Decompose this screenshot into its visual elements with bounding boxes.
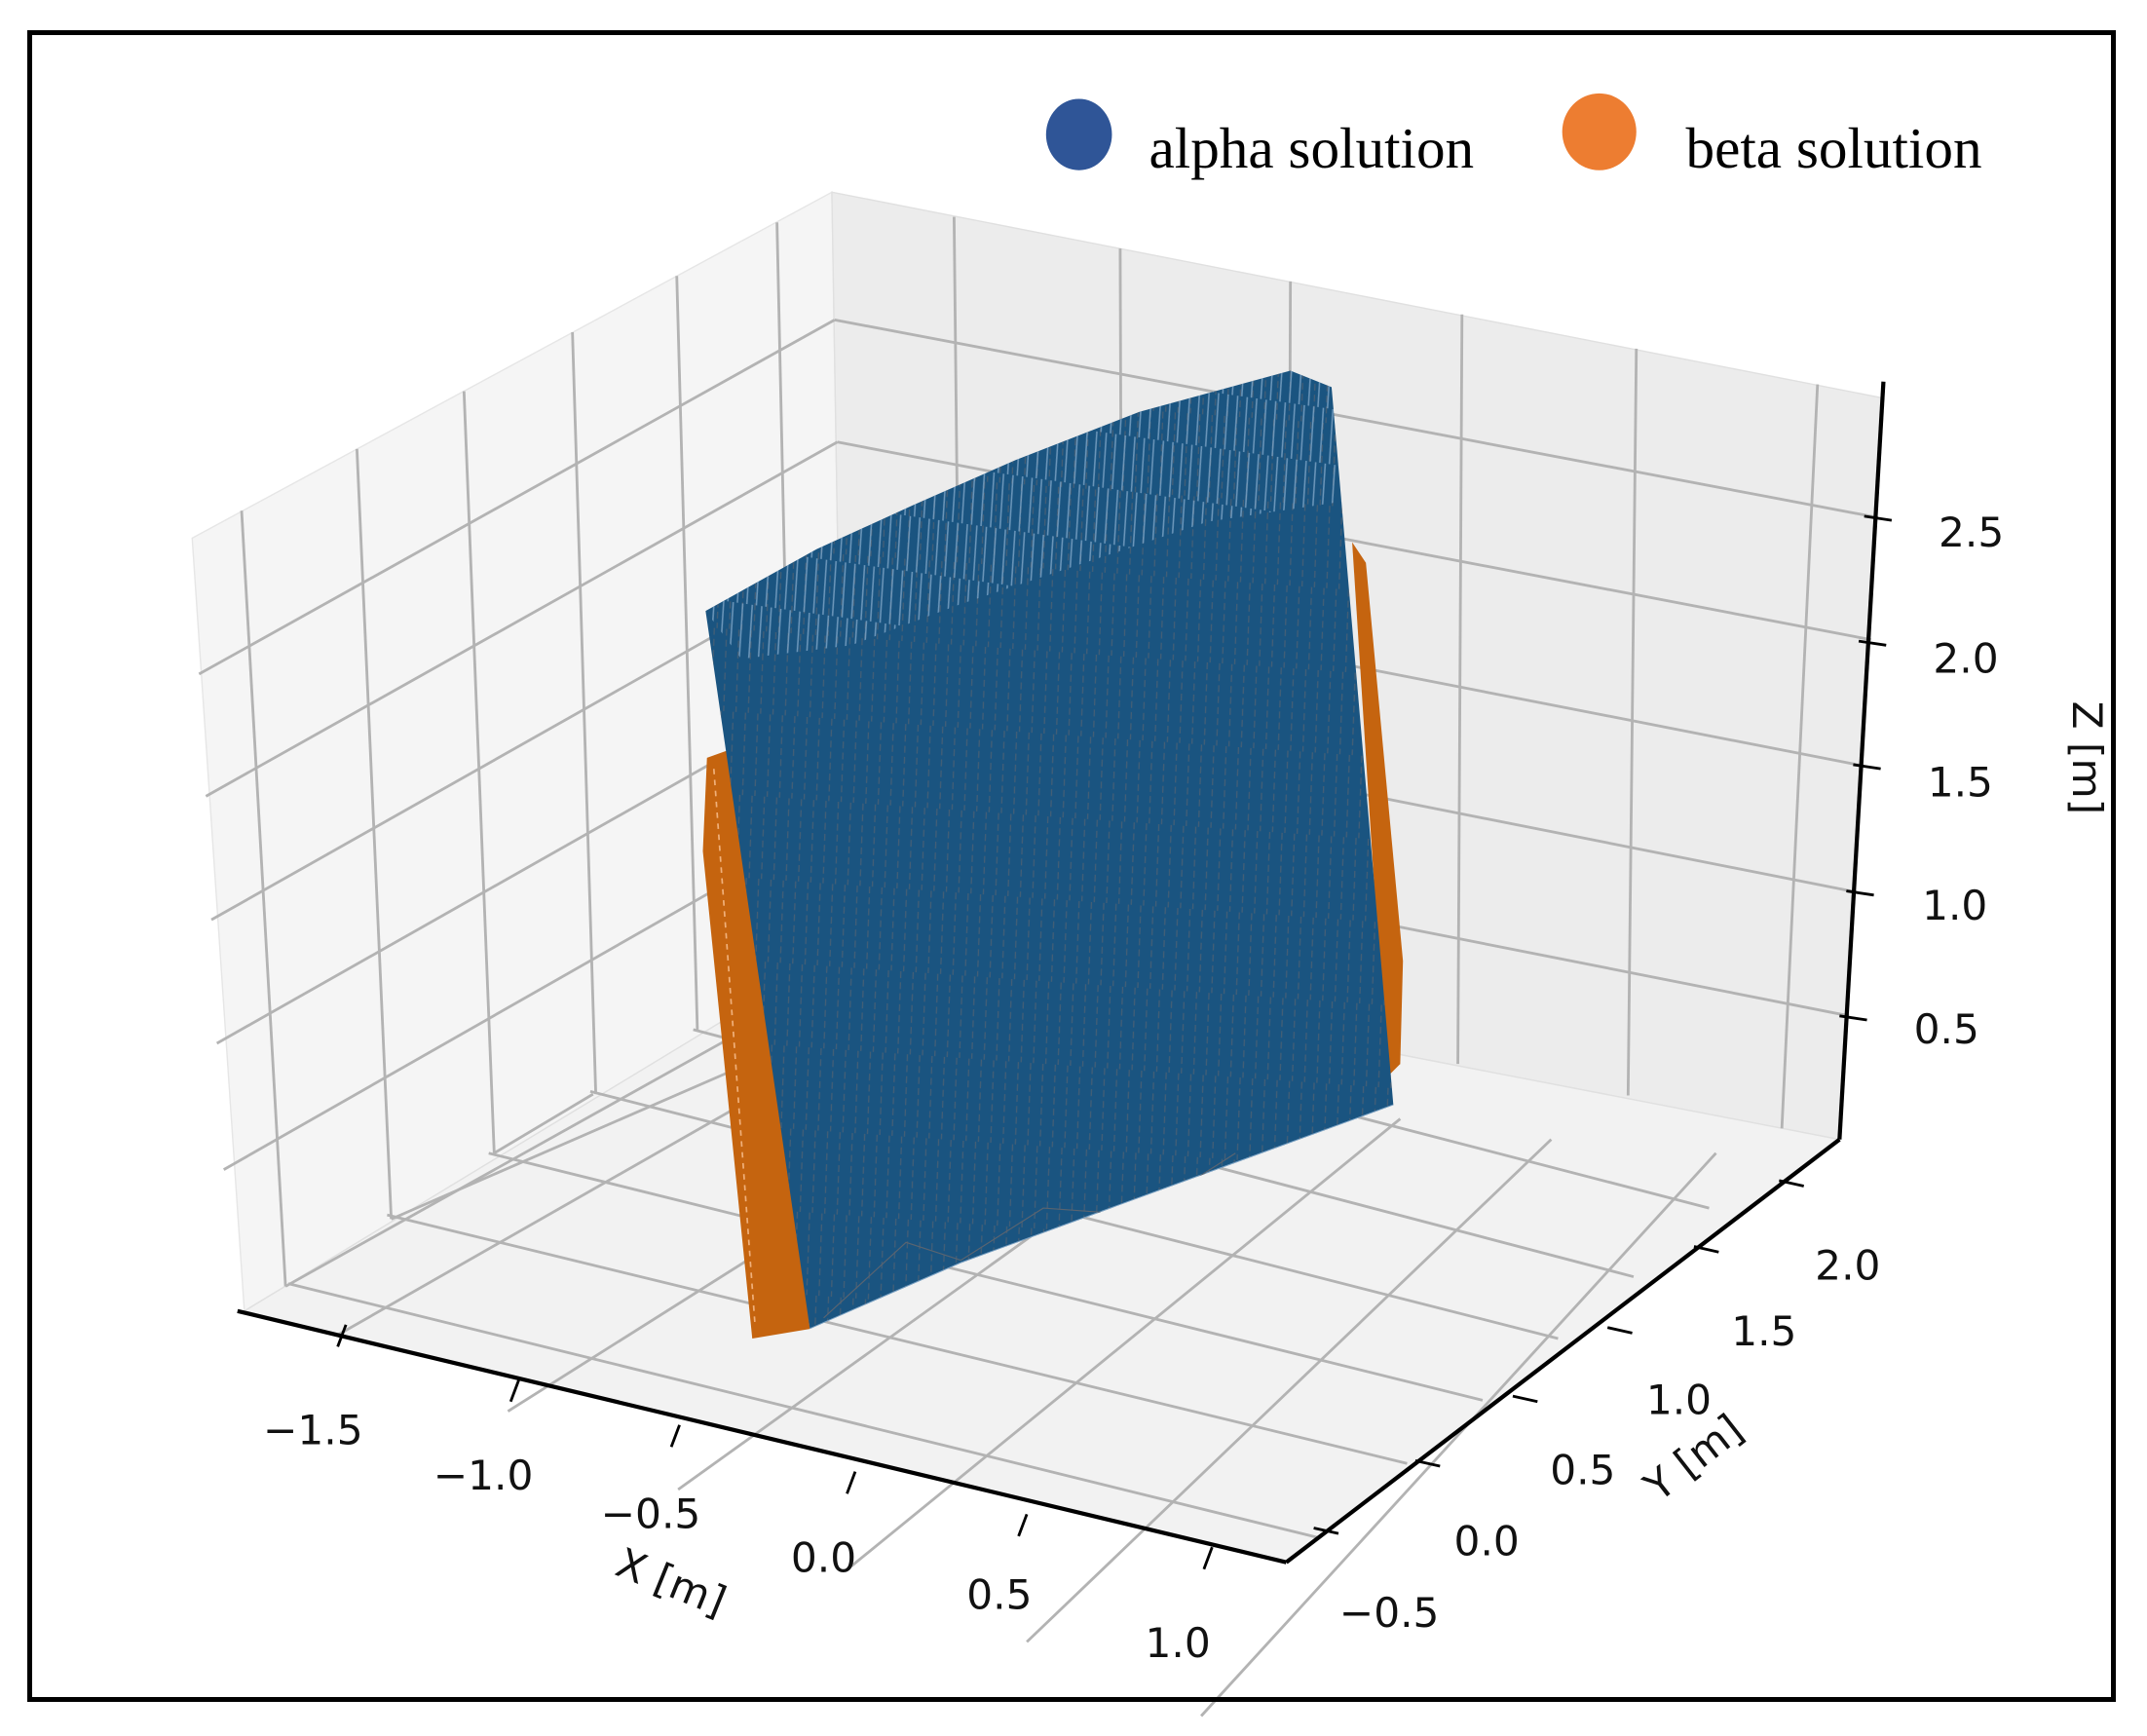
z-tick-labels: 0.5 1.0 1.5 2.0 2.5: [1914, 509, 2005, 1053]
z-axis-label: Z [m]: [2063, 701, 2111, 815]
y-tick-label: 1.5: [1731, 1307, 1796, 1355]
legend-label-beta: beta solution: [1686, 116, 1982, 180]
y-tick-label: 0.0: [1454, 1518, 1520, 1566]
x-tick-label: −1.5: [263, 1406, 363, 1453]
x-tick-labels: −1.5 −1.0 −0.5 0.0 0.5 1.0: [263, 1406, 1211, 1666]
y-axis-ticks: [1313, 1179, 1805, 1535]
x-tick-label: 0.0: [791, 1534, 856, 1582]
z-tick-label: 0.5: [1914, 1005, 1979, 1053]
x-tick-label: −1.0: [433, 1452, 534, 1499]
y-tick-label: 0.5: [1550, 1446, 1615, 1493]
z-tick-label: 2.0: [1933, 635, 1998, 683]
y-tick-label: 2.0: [1815, 1241, 1880, 1289]
axis-lines: [237, 381, 1886, 1565]
z-tick-label: 1.5: [1928, 758, 1993, 806]
z-axis-ticks: [1839, 514, 1893, 1022]
figure-border: [27, 30, 2116, 1702]
legend-marker-alpha: [1045, 98, 1112, 170]
x-tick-label: 1.0: [1145, 1619, 1210, 1667]
legend-label-alpha: alpha solution: [1149, 116, 1475, 180]
y-tick-label: −0.5: [1339, 1589, 1440, 1637]
y-tick-label: 1.0: [1646, 1376, 1712, 1423]
z-tick-label: 1.0: [1922, 882, 1987, 929]
x-tick-label: 0.5: [966, 1571, 1032, 1619]
legend: alpha solution beta solution: [1045, 93, 1982, 180]
z-tick-label: 2.5: [1939, 509, 2004, 556]
legend-marker-beta: [1562, 93, 1637, 170]
beta-surface: [702, 542, 1404, 1339]
x-tick-label: −0.5: [601, 1490, 701, 1537]
x-axis-ticks: [336, 1324, 1214, 1570]
y-tick-labels: −0.5 0.0 0.5 1.0 1.5 2.0: [1339, 1241, 1881, 1637]
